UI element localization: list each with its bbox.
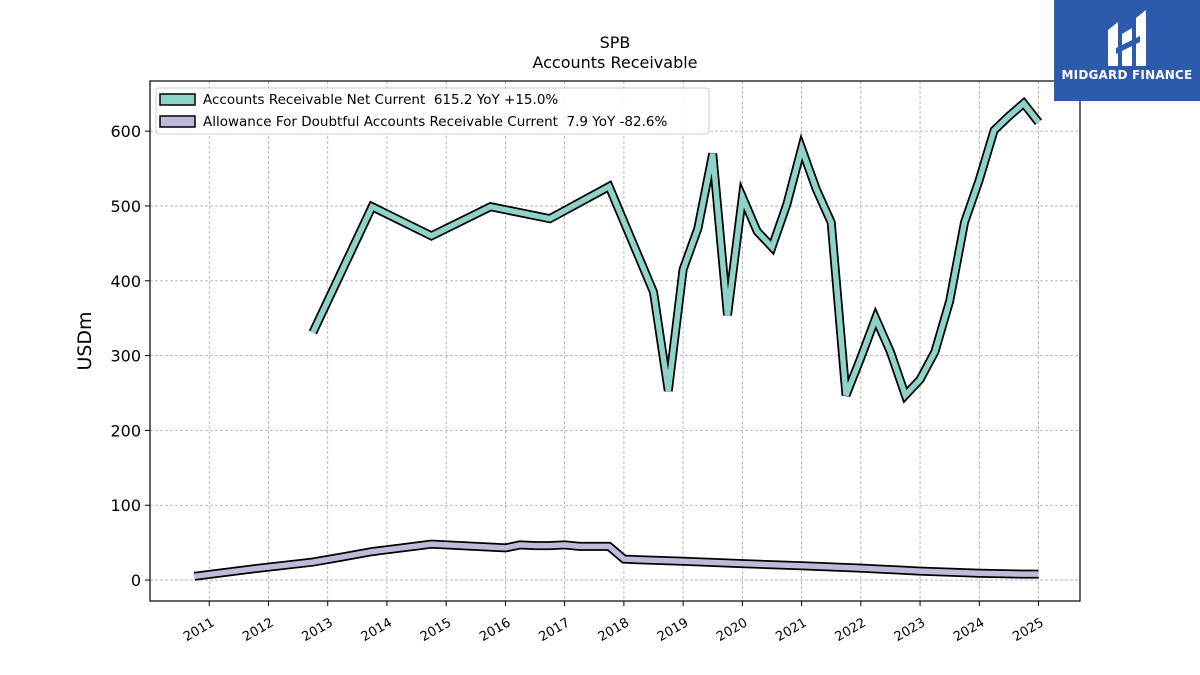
x-tick-label: 2019 (655, 615, 691, 645)
legend-swatch-1 (159, 93, 196, 106)
x-tick-label: 2017 (536, 615, 572, 645)
chart-title: SPB (600, 33, 631, 52)
y-tick-label: 600 (110, 122, 141, 141)
x-tick-label: 2012 (240, 615, 276, 645)
logo-mark-icon (1108, 10, 1146, 66)
x-tick-label: 2022 (833, 615, 869, 645)
series-1-points (312, 103, 1039, 396)
y-axis: 0 100 200 300 400 500 600 (110, 122, 150, 590)
legend-box (155, 87, 710, 135)
chart-subtitle: Accounts Receivable (532, 53, 697, 72)
x-tick-label: 2021 (773, 615, 809, 645)
series-2-points (194, 544, 1039, 577)
legend-swatch-2 (159, 115, 196, 128)
x-tick-label: 2016 (477, 615, 513, 645)
x-tick-label: 2025 (1010, 615, 1046, 645)
series-1-line (310, 99, 1041, 401)
x-tick-label: 2020 (714, 615, 750, 645)
series-layer (193, 96, 1043, 581)
x-tick-label: 2011 (181, 615, 217, 645)
brand-logo: MIDGARD FINANCE (1054, 0, 1200, 101)
x-tick-label: 2015 (418, 615, 454, 645)
y-tick-label: 100 (110, 496, 141, 515)
logo-text: MIDGARD FINANCE (1061, 68, 1193, 82)
x-tick-label: 2013 (300, 615, 336, 645)
legend-label-2: Allowance For Doubtful Accounts Receivab… (203, 114, 667, 130)
y-tick-label: 400 (110, 272, 141, 291)
plot-frame (149, 80, 1081, 602)
x-axis: 2011 2012 2013 2014 2015 2016 2017 2018 2019 2020… (181, 601, 1047, 645)
x-tick-label: 2023 (892, 615, 928, 645)
y-tick-label: 200 (110, 421, 141, 440)
legend-label-1: Accounts Receivable Net Current 615.2 Yo… (203, 92, 558, 108)
y-tick-label: 300 (110, 347, 141, 366)
y-tick-label: 0 (131, 571, 141, 590)
y-tick-label: 500 (110, 197, 141, 216)
x-tick-label: 2014 (359, 615, 395, 645)
x-tick-label: 2024 (951, 615, 987, 645)
series-2-line (194, 541, 1039, 580)
x-tick-label: 2018 (596, 615, 632, 645)
y-axis-label: USDm (74, 311, 96, 370)
legend: Accounts Receivable Net Current 615.2 Yo… (155, 87, 710, 135)
